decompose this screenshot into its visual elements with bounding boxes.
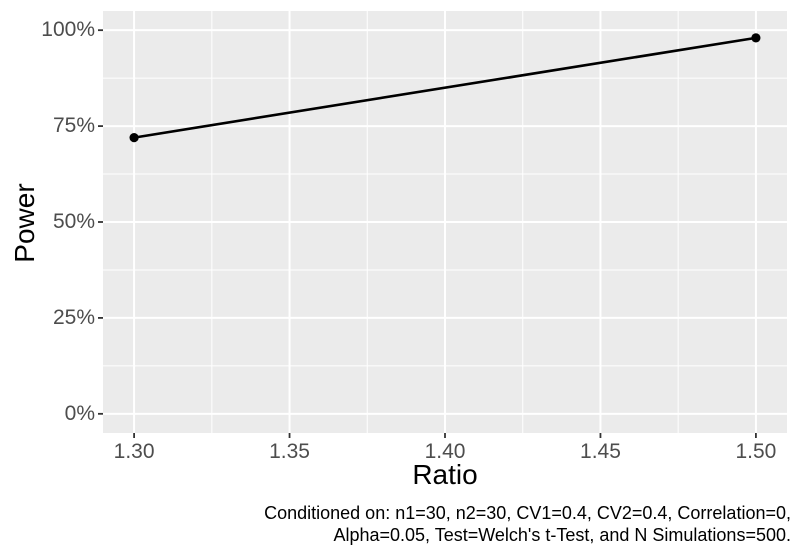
x-tick-label: 1.45 — [580, 440, 621, 463]
caption-line-1: Conditioned on: n1=30, n2=30, CV1=0.4, C… — [264, 503, 791, 523]
y-tick-label: 75% — [52, 114, 95, 138]
y-axis-title: Power — [9, 183, 40, 263]
data-point — [129, 133, 139, 143]
x-axis-title: Ratio — [412, 459, 478, 490]
y-tick-label: 0% — [64, 401, 95, 425]
y-tick-label: 50% — [52, 210, 95, 233]
y-tick-label: 25% — [52, 305, 95, 329]
x-tick-label: 1.35 — [269, 440, 310, 463]
x-tick-label: 1.30 — [113, 440, 155, 463]
data-point — [751, 33, 761, 43]
x-tick-label: 1.40 — [424, 440, 466, 463]
x-tick-label: 1.50 — [735, 440, 777, 463]
y-tick-label: 100% — [41, 18, 95, 42]
plot-caption: Conditioned on: n1=30, n2=30, CV1=0.4, C… — [264, 502, 791, 546]
data-line — [132, 36, 758, 139]
caption-line-2: Alpha=0.05, Test=Welch's t-Test, and N S… — [333, 525, 791, 545]
